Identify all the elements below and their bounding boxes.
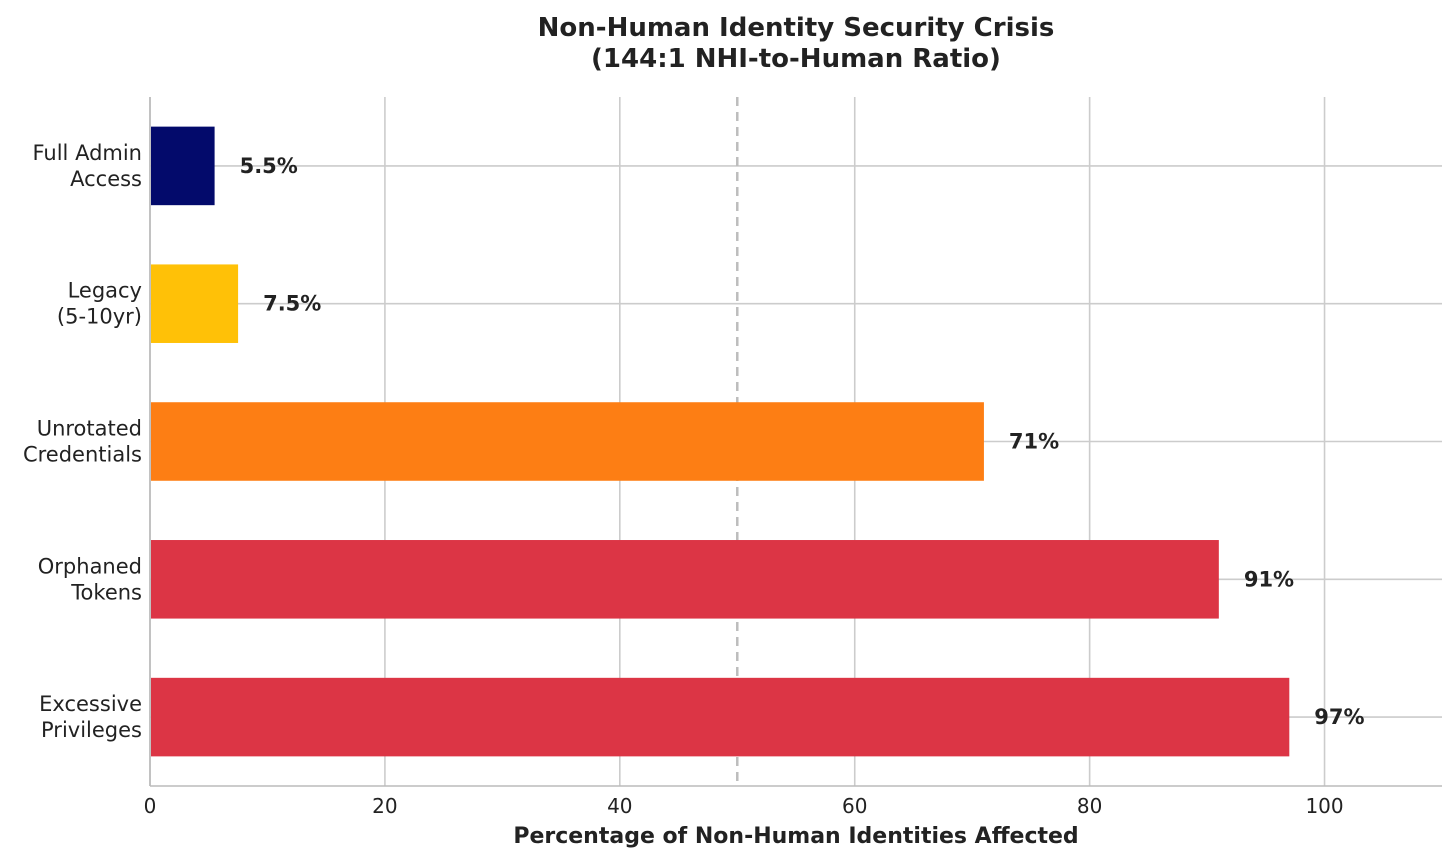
x-tick-label: 0 bbox=[144, 794, 157, 818]
bar-value-label: 7.5% bbox=[263, 292, 321, 316]
category-label: Full Admin bbox=[32, 141, 142, 165]
bar-value-label: 5.5% bbox=[240, 154, 298, 178]
bar bbox=[151, 402, 984, 481]
x-tick-label: 40 bbox=[607, 794, 632, 818]
bar-value-label: 71% bbox=[1009, 430, 1059, 454]
bar bbox=[151, 264, 239, 343]
bar bbox=[151, 540, 1219, 619]
category-label: Unrotated bbox=[37, 417, 142, 441]
x-tick-label: 60 bbox=[842, 794, 867, 818]
category-label: Tokens bbox=[70, 580, 142, 604]
bar-layer: 5.5% 7.5% 71% 91% 97% bbox=[151, 126, 1365, 757]
bar-value-label: 97% bbox=[1314, 705, 1364, 729]
bar bbox=[151, 126, 215, 206]
x-axis-label: Percentage of Non-Human Identities Affec… bbox=[513, 824, 1078, 849]
category-label: Legacy bbox=[68, 279, 142, 303]
chart-title: Non-Human Identity Security Crisis bbox=[538, 13, 1055, 43]
x-tick-label: 80 bbox=[1077, 794, 1102, 818]
x-tick-label: 100 bbox=[1305, 794, 1343, 818]
category-label: Access bbox=[70, 167, 142, 191]
bar-value-label: 91% bbox=[1244, 567, 1294, 591]
chart-subtitle: (144:1 NHI-to-Human Ratio) bbox=[591, 44, 1001, 74]
category-label: Credentials bbox=[23, 443, 142, 467]
bar bbox=[151, 677, 1290, 757]
category-label: Privileges bbox=[41, 718, 142, 742]
category-label: Orphaned bbox=[38, 554, 142, 578]
x-tick-label: 20 bbox=[372, 794, 397, 818]
category-label: Excessive bbox=[39, 692, 142, 716]
category-label: (5-10yr) bbox=[57, 305, 142, 329]
